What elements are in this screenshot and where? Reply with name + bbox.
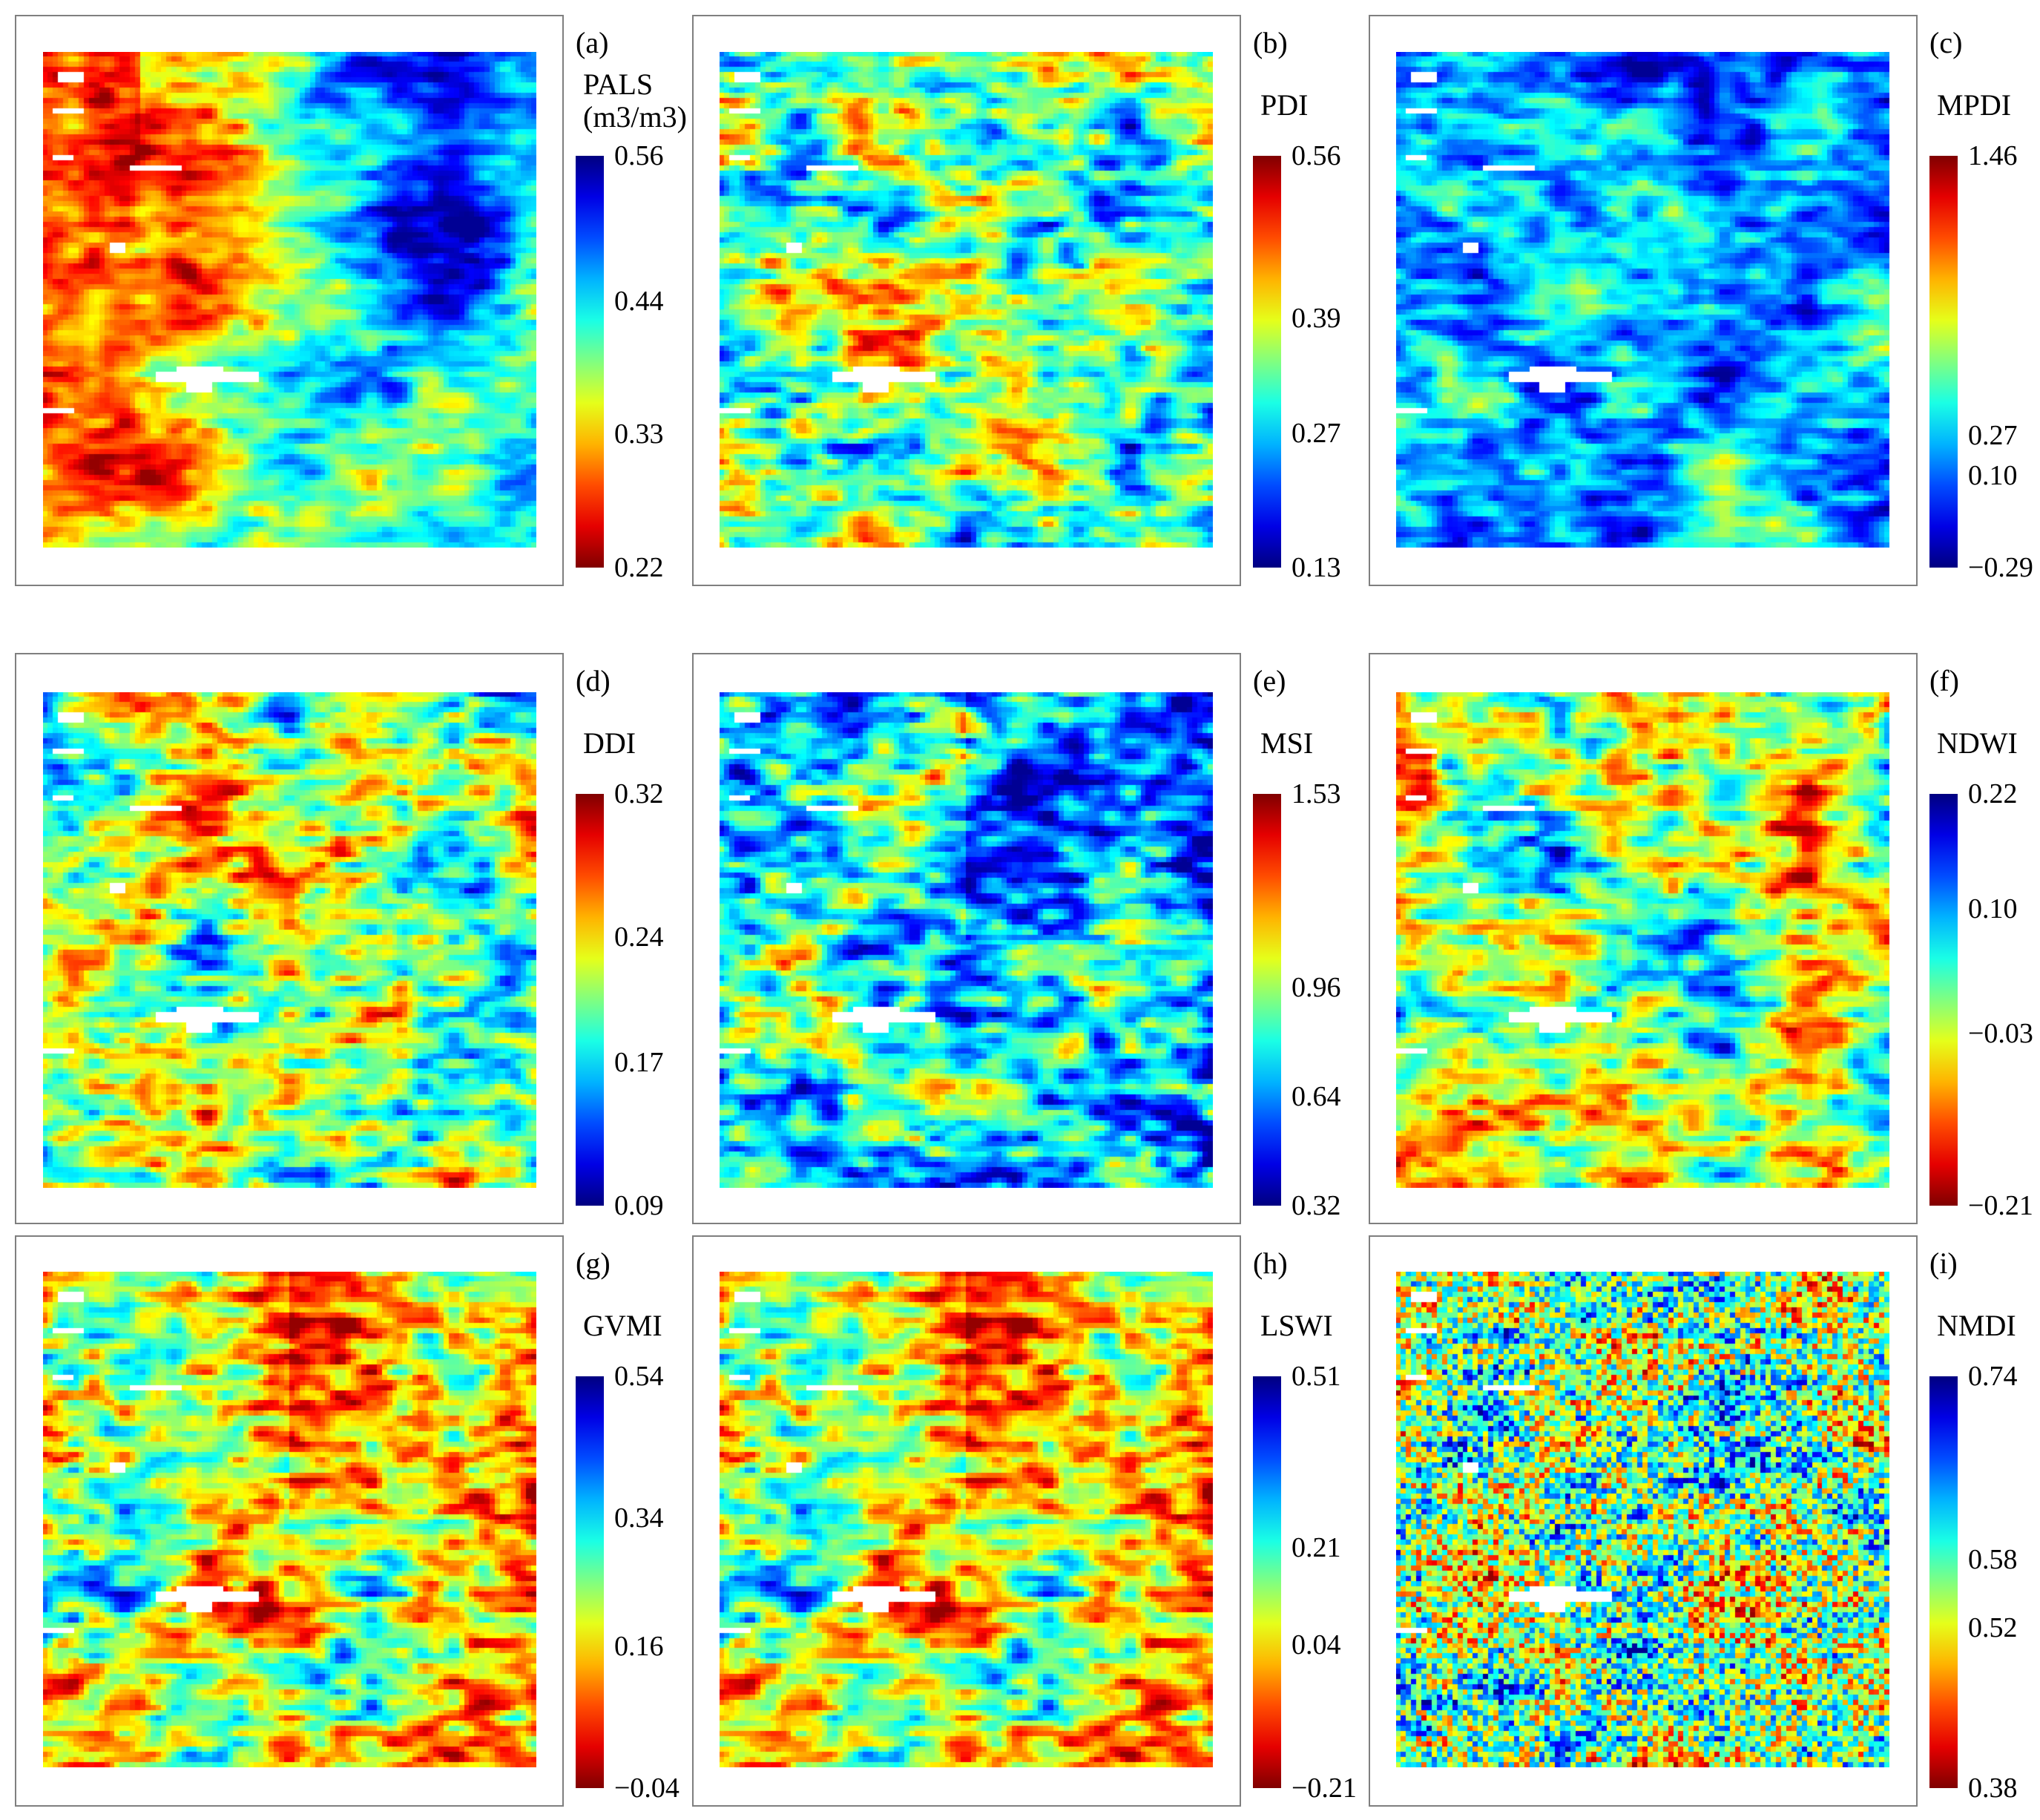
panel-e-colorbar-title: MSI [1260, 727, 1313, 760]
panel-f-colorbar-tick: −0.21 [1968, 1190, 2033, 1221]
panel-e-map [720, 692, 1213, 1188]
panel-a-colorbar-tick: 0.56 [614, 140, 664, 171]
panel-g-colorbar [576, 1376, 604, 1788]
panel-g-colorbar-tick: −0.04 [614, 1773, 680, 1804]
panel-a-colorbar [576, 156, 604, 568]
panel-h-colorbar-title: LSWI [1260, 1310, 1333, 1342]
panel-d-colorbar-tick: 0.17 [614, 1046, 664, 1078]
panel-e-colorbar-tick: 1.53 [1292, 778, 1341, 809]
panel-i-colorbar [1929, 1376, 1958, 1788]
panel-i-colorbar-tick: 0.52 [1968, 1612, 2018, 1644]
panel-i-colorbar-tick: 0.74 [1968, 1361, 2018, 1392]
panel-i-label: (i) [1929, 1246, 1958, 1280]
panel-b-map [720, 52, 1213, 548]
panel-b-colorbar-tick: 0.13 [1292, 552, 1341, 583]
panel-h-label: (h) [1253, 1246, 1288, 1280]
panel-a-map [43, 52, 536, 548]
panel-i-colorbar-title: NMDI [1937, 1310, 2016, 1342]
panel-e-colorbar-tick: 0.96 [1292, 972, 1341, 1004]
panel-f-colorbar-tick: −0.03 [1968, 1017, 2033, 1049]
panel-e-colorbar [1253, 794, 1281, 1206]
panel-d-label: (d) [576, 664, 611, 697]
panel-c-colorbar-tick: −0.29 [1968, 552, 2033, 583]
panel-b-colorbar-tick: 0.39 [1292, 303, 1341, 335]
panel-c-map [1396, 52, 1889, 548]
panel-d-colorbar-title: DDI [583, 727, 636, 760]
panel-h-colorbar-title-line: LSWI [1260, 1309, 1333, 1342]
panel-e-colorbar-title-line: MSI [1260, 726, 1314, 760]
panel-g-colorbar-tick: 0.16 [614, 1630, 664, 1662]
panel-g-map [43, 1272, 536, 1767]
panel-b-colorbar-tick: 0.56 [1292, 140, 1341, 171]
panel-h-colorbar-tick: 0.51 [1292, 1361, 1341, 1392]
panel-b-colorbar-title: PDI [1260, 89, 1308, 122]
panel-b-label: (b) [1253, 26, 1288, 59]
panel-d-map [43, 692, 536, 1188]
panel-a-colorbar-title: PALS (m3/m3) [583, 68, 687, 134]
panel-b-colorbar [1253, 156, 1281, 568]
panel-g-colorbar-title: GVMI [583, 1310, 662, 1342]
panel-h-colorbar-tick: 0.04 [1292, 1629, 1341, 1661]
panel-a-colorbar-tick: 0.44 [614, 285, 664, 317]
panel-b-colorbar-title-line: PDI [1260, 88, 1309, 122]
panel-i-colorbar-title-line: NMDI [1937, 1309, 2016, 1342]
panel-c-colorbar-tick: 0.27 [1968, 420, 2018, 452]
panel-h-colorbar-tick: −0.21 [1292, 1773, 1357, 1804]
panel-f-colorbar-title: NDWI [1937, 727, 2018, 760]
panel-e-colorbar-tick: 0.64 [1292, 1081, 1341, 1113]
panel-d-colorbar-tick: 0.09 [614, 1190, 664, 1221]
panel-a-colorbar-tick: 0.22 [614, 552, 664, 583]
panel-a-colorbar-title-line: (m3/m3) [583, 100, 687, 134]
panel-e-colorbar-tick: 0.32 [1292, 1190, 1341, 1221]
panel-i-colorbar-tick: 0.38 [1968, 1773, 2018, 1804]
panel-e-label: (e) [1253, 664, 1286, 697]
panel-h-colorbar-tick: 0.21 [1292, 1532, 1341, 1564]
panel-i-map [1396, 1272, 1889, 1767]
panel-c-colorbar-tick: 0.10 [1968, 460, 2018, 492]
panel-a-colorbar-tick: 0.33 [614, 418, 664, 450]
panel-c-colorbar-title: MPDI [1937, 89, 2011, 122]
panel-d-colorbar-tick: 0.24 [614, 922, 664, 953]
panel-d-colorbar [576, 794, 604, 1206]
panel-f-label: (f) [1929, 664, 1959, 697]
panel-d-colorbar-title-line: DDI [583, 726, 636, 760]
panel-i-colorbar-tick: 0.58 [1968, 1543, 2018, 1575]
panel-g-label: (g) [576, 1246, 611, 1280]
panel-g-colorbar-title-line: GVMI [583, 1309, 662, 1342]
panel-a-label: (a) [576, 26, 609, 59]
panel-f-colorbar [1929, 794, 1958, 1206]
panel-c-label: (c) [1929, 26, 1963, 59]
panel-a-colorbar-title-line: PALS [583, 68, 654, 101]
panel-b-colorbar-tick: 0.27 [1292, 418, 1341, 450]
panel-d-colorbar-tick: 0.32 [614, 778, 664, 809]
panel-h-map [720, 1272, 1213, 1767]
panel-c-colorbar-tick: 1.46 [1968, 140, 2018, 171]
panel-f-colorbar-tick: 0.10 [1968, 893, 2018, 924]
panel-f-colorbar-tick: 0.22 [1968, 778, 2018, 809]
panel-f-map [1396, 692, 1889, 1188]
panel-g-colorbar-tick: 0.34 [614, 1502, 664, 1534]
panel-c-colorbar-title-line: MPDI [1937, 88, 2012, 122]
panel-c-colorbar [1929, 156, 1958, 568]
panel-h-colorbar [1253, 1376, 1281, 1788]
panel-f-colorbar-title-line: NDWI [1937, 726, 2018, 760]
panel-g-colorbar-tick: 0.54 [614, 1361, 664, 1392]
